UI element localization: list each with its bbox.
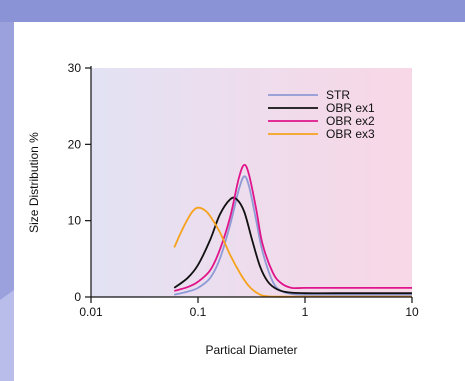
- y-tick-label: 0: [74, 290, 81, 304]
- legend-label: STR: [326, 88, 350, 102]
- axes: 0 10 20 30 0.01 0.1 1 10: [68, 61, 419, 319]
- x-tick-label: 1: [302, 305, 309, 319]
- series-line-obr-ex1: [173, 196, 412, 295]
- x-tick-label: 0.01: [79, 305, 103, 319]
- series-line-obr-ex2: [174, 163, 412, 292]
- x-tick-label: 0.1: [190, 305, 207, 319]
- legend-label: OBR ex1: [326, 101, 375, 115]
- y-tick-label: 10: [68, 214, 82, 228]
- x-tick-label: 10: [405, 305, 419, 319]
- series-line-str: [174, 175, 412, 296]
- y-tick-label: 20: [68, 137, 82, 151]
- y-axis-title: Size Distribution %: [27, 132, 41, 233]
- x-axis-title: Partical Diameter: [205, 343, 297, 357]
- legend-label: OBR ex3: [326, 127, 375, 141]
- legend-label: OBR ex2: [326, 114, 375, 128]
- chart-card: 0 10 20 30 0.01 0.1 1 10 STR OBR ex1 OBR ex2 OBR e…: [14, 22, 465, 381]
- y-tick-label: 30: [68, 61, 82, 75]
